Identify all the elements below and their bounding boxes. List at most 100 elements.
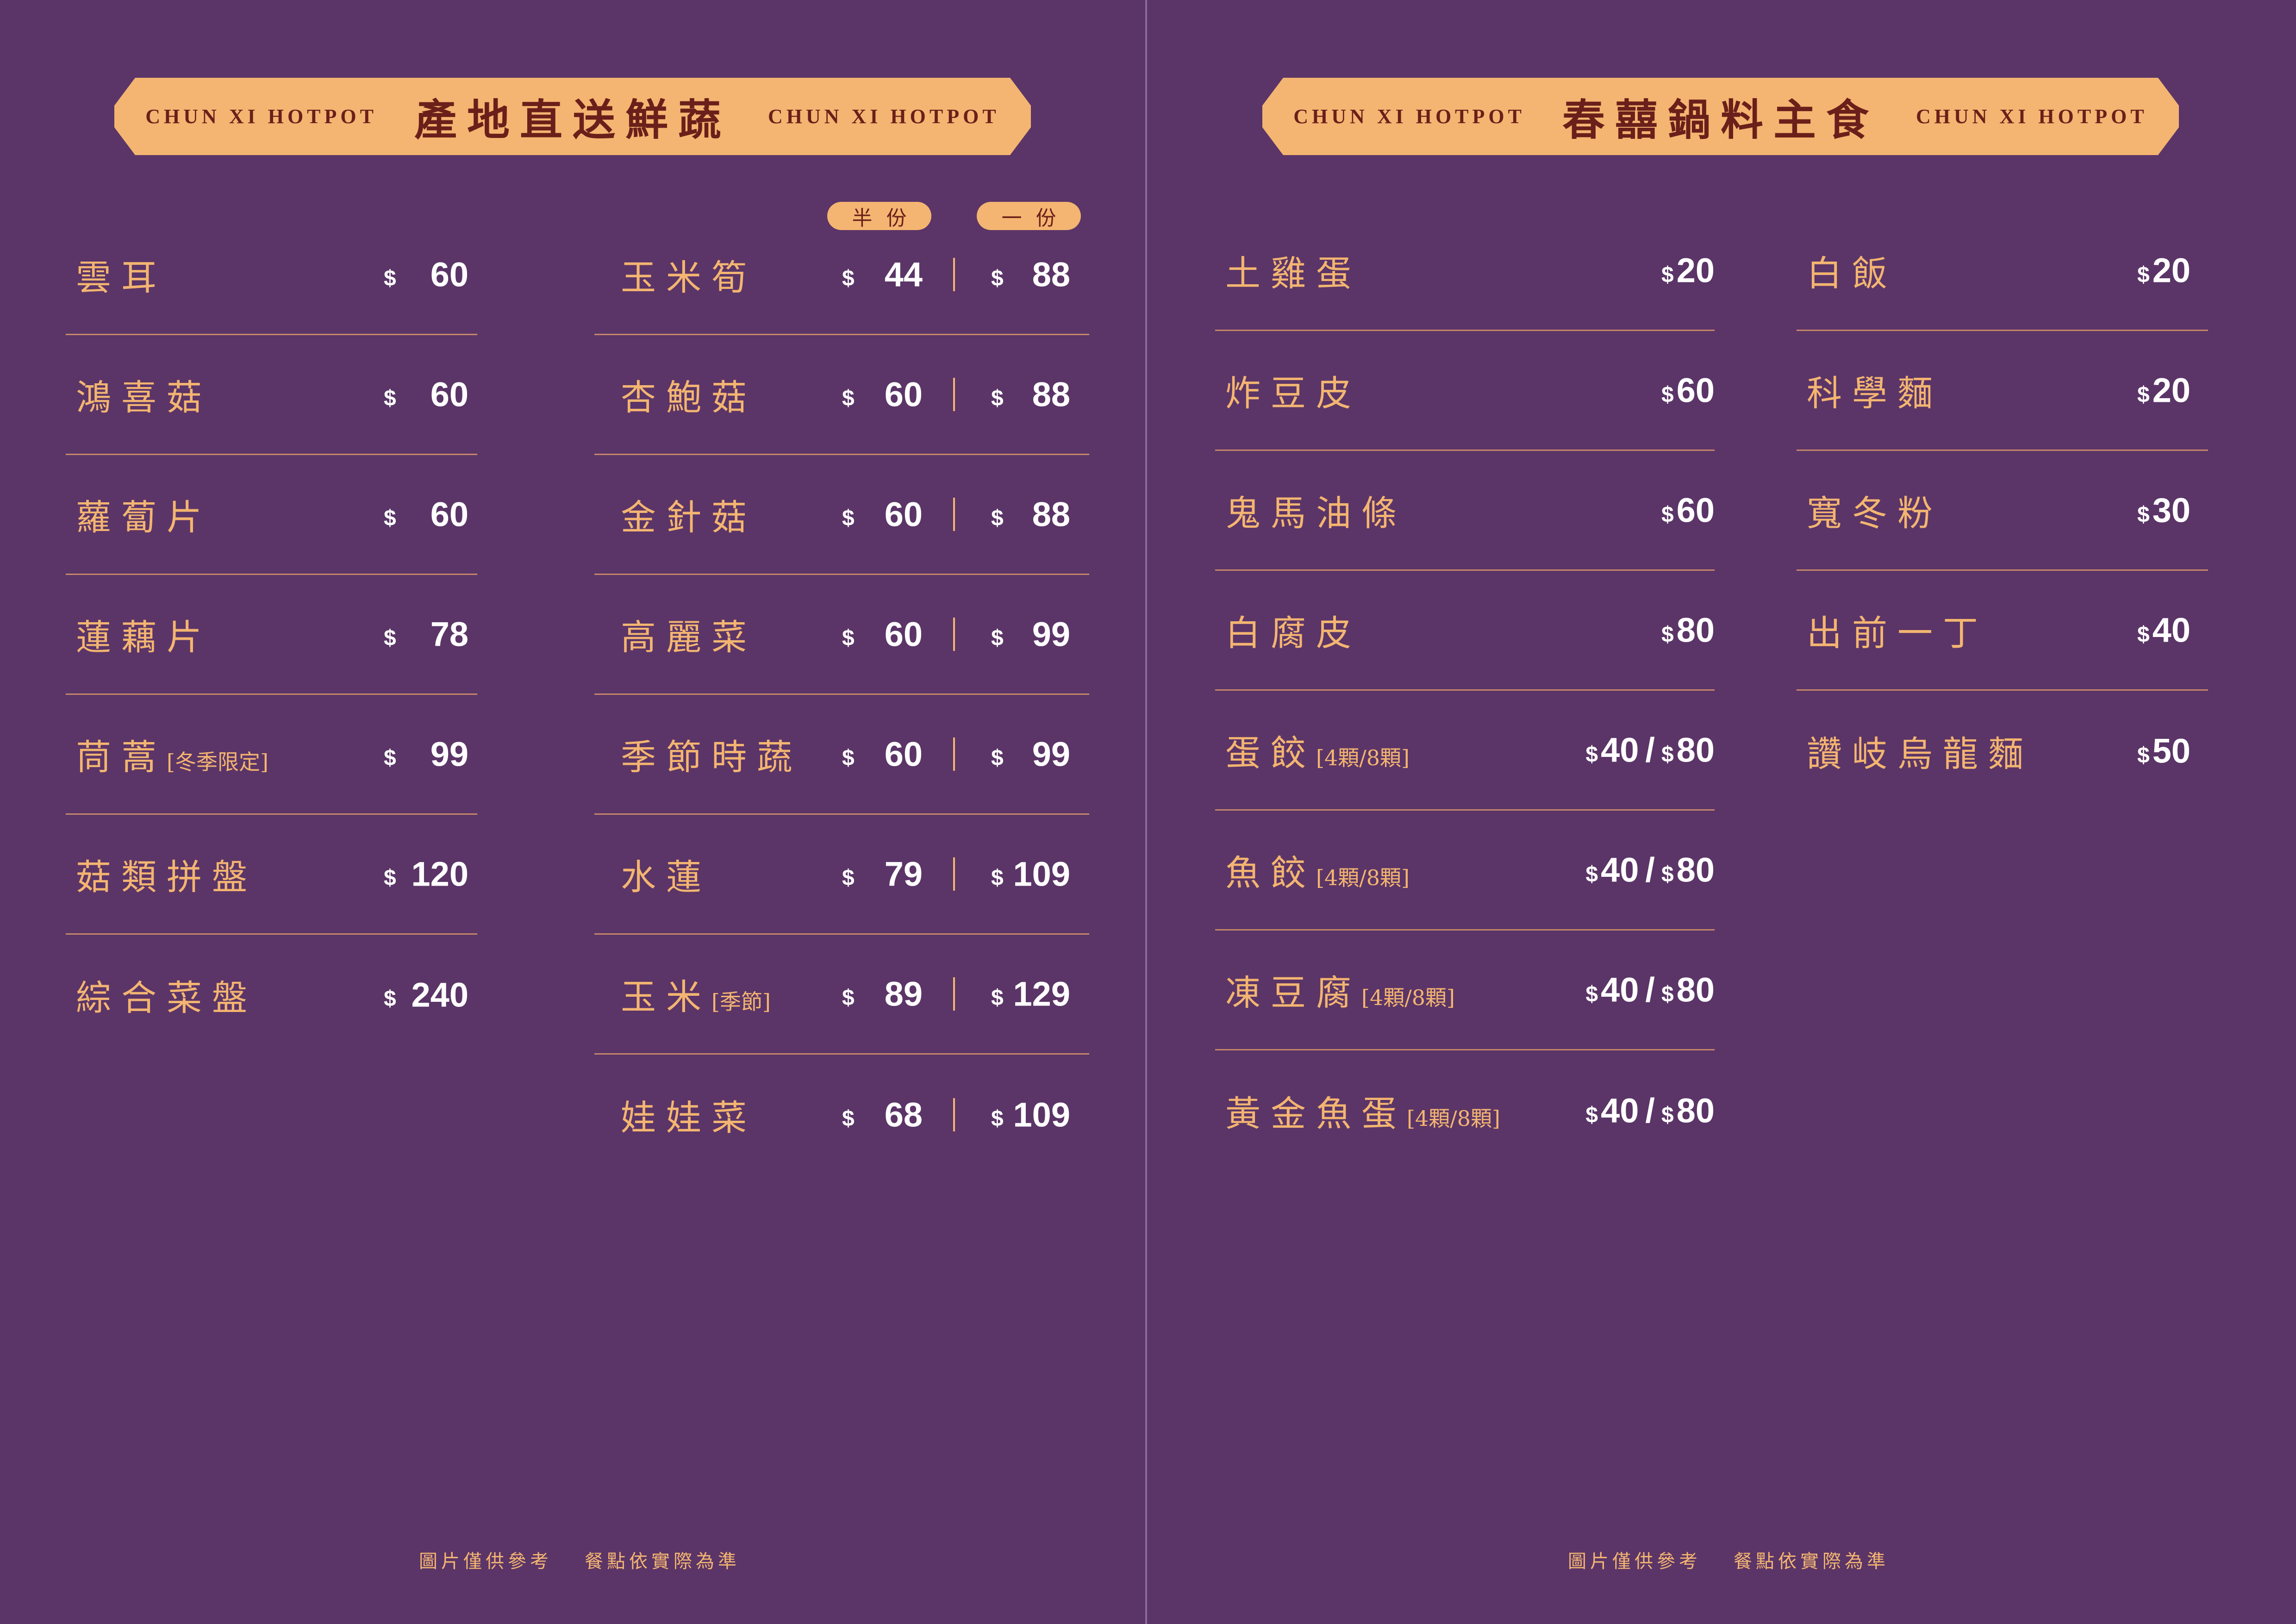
- full-price: 129: [1013, 974, 1070, 1013]
- item-name-text: 高麗菜: [621, 617, 757, 658]
- menu-item: 茼蒿[冬季限定] $99: [66, 695, 477, 815]
- brand-left: CHUN XI HOTPOT: [1293, 105, 1525, 128]
- item-name: 魚餃[4顆/8顆]: [1225, 844, 1410, 895]
- half-price: 89: [884, 974, 923, 1013]
- item-price: 99: [430, 735, 468, 774]
- currency-symbol: $: [384, 986, 396, 1011]
- menu-item: 土雞蛋 $20: [1215, 211, 1715, 331]
- item-price: 60: [430, 495, 468, 534]
- currency-symbol: $: [1661, 382, 1674, 407]
- currency-symbol: $: [1661, 502, 1674, 527]
- currency-symbol: $: [384, 625, 396, 650]
- footer-note: 圖片僅供參考 餐點依實際為準: [1568, 1546, 1889, 1573]
- item-name: 鬼馬油條: [1225, 485, 1407, 536]
- currency-symbol: $: [384, 745, 396, 770]
- item-price: $40/$80: [1585, 850, 1715, 890]
- hotpot-ingredient-list: 土雞蛋 $20 炸豆皮 $60 鬼馬油條 $60 白腐皮 $80 蛋餃[4顆/8顆] $40/$8…: [1215, 211, 1715, 1170]
- menu-item: 高麗菜 $60 $99: [594, 575, 1089, 695]
- item-name-text: 白腐皮: [1225, 612, 1361, 654]
- price-separator: [953, 378, 955, 411]
- menu-item: 杏鮑菇 $60 $88: [594, 335, 1089, 455]
- price-value: 80: [1676, 1091, 1715, 1130]
- currency-symbol: $: [842, 625, 855, 650]
- menu-item: 科學麵 $20: [1797, 331, 2208, 451]
- price-value: 50: [2152, 731, 2190, 770]
- currency-symbol: $: [991, 745, 1004, 770]
- item-price: $20: [2137, 371, 2190, 410]
- currency-symbol: $: [991, 506, 1004, 531]
- item-name-text: 白飯: [1807, 253, 1897, 294]
- menu-item: 蛋餃[4顆/8顆] $40/$80: [1215, 691, 1715, 811]
- full-price: 99: [1032, 615, 1070, 654]
- currency-symbol: $: [991, 266, 1004, 291]
- item-name-text: 鬼馬油條: [1225, 493, 1407, 534]
- currency-symbol: $: [991, 625, 1004, 650]
- brand-right: CHUN XI HOTPOT: [1916, 105, 2148, 128]
- item-name: 杏鮑菇: [621, 369, 757, 420]
- full-price: 88: [1032, 375, 1070, 414]
- menu-item: 娃娃菜 $68 $109: [594, 1055, 1089, 1174]
- item-name-text: 蘿蔔片: [76, 497, 212, 538]
- full-price: 109: [1013, 1095, 1070, 1134]
- item-price: $60: [1661, 491, 1715, 530]
- footer-note-actual: 餐點依實際為準: [1734, 1551, 1889, 1572]
- item-note: [4顆/8顆]: [1407, 1106, 1500, 1131]
- item-price: 240: [411, 975, 468, 1014]
- menu-item: 讚岐烏龍麵 $50: [1797, 691, 2208, 811]
- footer-note-image: 圖片僅供參考: [419, 1551, 552, 1572]
- price-separator: /: [1645, 850, 1655, 889]
- currency-symbol: $: [2137, 743, 2150, 768]
- item-note: [季節]: [711, 989, 771, 1014]
- menu-item: 雲耳 $60: [66, 215, 477, 335]
- item-note: [4顆/8顆]: [1361, 985, 1455, 1010]
- item-name: 季節時蔬: [621, 729, 802, 780]
- menu-item: 金針菇 $60 $88: [594, 455, 1089, 575]
- item-price: $30: [2137, 491, 2190, 530]
- full-portion-label: 一份: [977, 202, 1081, 230]
- half-portion-label: 半份: [827, 202, 931, 230]
- item-name: 黃金魚蛋[4顆/8顆]: [1225, 1085, 1500, 1136]
- menu-item: 季節時蔬 $60 $99: [594, 695, 1089, 815]
- item-price: $40/$80: [1585, 731, 1715, 770]
- menu-item: 玉米筍 $44 $88: [594, 215, 1089, 335]
- price-separator: [953, 1098, 955, 1131]
- currency-symbol: $: [1661, 982, 1674, 1007]
- item-name-text: 娃娃菜: [621, 1097, 757, 1138]
- full-price: 88: [1032, 255, 1070, 294]
- currency-symbol: $: [2137, 262, 2150, 287]
- currency-symbol: $: [1661, 262, 1674, 287]
- menu-item: 出前一丁 $40: [1797, 571, 2208, 691]
- price-value: 80: [1676, 731, 1715, 769]
- price-value: 60: [1676, 491, 1715, 530]
- item-name: 蓮藕片: [76, 609, 212, 660]
- menu-item: 鬼馬油條 $60: [1215, 451, 1715, 571]
- footer-note-image: 圖片僅供參考: [1568, 1551, 1701, 1572]
- item-price: $40/$80: [1585, 970, 1715, 1010]
- currency-symbol: $: [2137, 502, 2150, 527]
- item-name: 讚岐烏龍麵: [1807, 725, 2034, 776]
- item-name-text: 綜合菜盤: [76, 977, 257, 1018]
- item-name-text: 蓮藕片: [76, 617, 212, 658]
- price-value: 20: [2152, 371, 2190, 410]
- half-price: 60: [884, 735, 923, 774]
- page-divider: [1145, 0, 1147, 1624]
- menu-item: 綜合菜盤 $240: [66, 935, 477, 1055]
- item-name: 鴻喜菇: [76, 369, 212, 420]
- item-name: 白飯: [1807, 245, 1897, 296]
- full-price: 88: [1032, 495, 1070, 534]
- menu-item: 鴻喜菇 $60: [66, 335, 477, 455]
- price-separator: /: [1645, 731, 1655, 769]
- currency-symbol: $: [991, 1106, 1004, 1131]
- menu-item: 寬冬粉 $30: [1797, 451, 2208, 571]
- price-value: 80: [1676, 970, 1715, 1009]
- price-separator: [953, 857, 955, 891]
- half-price: 60: [884, 615, 923, 654]
- currency-symbol: $: [1585, 862, 1598, 887]
- item-name-text: 土雞蛋: [1225, 253, 1361, 294]
- item-name-text: 菇類拼盤: [76, 856, 257, 898]
- menu-item: 凍豆腐[4顆/8顆] $40/$80: [1215, 931, 1715, 1050]
- currency-symbol: $: [991, 865, 1004, 890]
- item-price: $50: [2137, 731, 2190, 770]
- item-name-text: 黃金魚蛋: [1225, 1093, 1407, 1134]
- item-name: 玉米筍: [621, 249, 757, 300]
